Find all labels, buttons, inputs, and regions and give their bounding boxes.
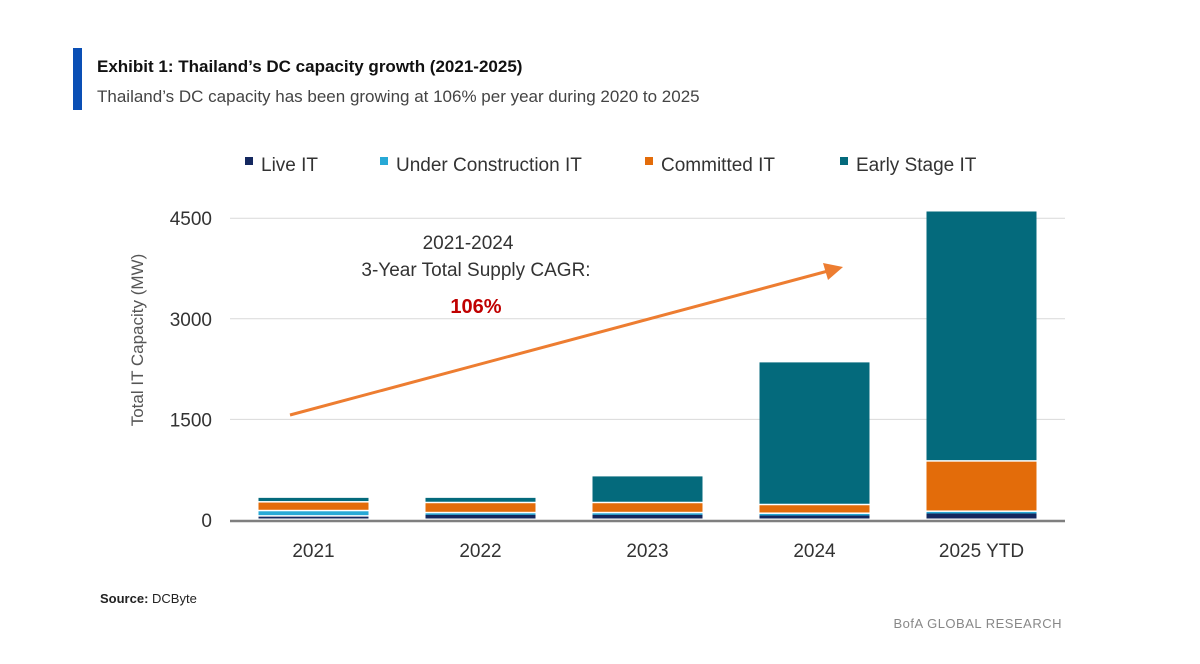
bar-segment — [926, 211, 1037, 461]
legend-swatch — [380, 157, 388, 165]
bar-segment — [425, 513, 536, 515]
annotation-line1: 2021-2024 — [423, 233, 514, 254]
bar-segment — [592, 476, 703, 502]
cagr-arrow-head — [823, 263, 843, 280]
legend-label: Early Stage IT — [856, 155, 977, 176]
x-tick-label: 2024 — [793, 541, 836, 562]
bar-segment — [258, 497, 369, 502]
legend-swatch — [645, 157, 653, 165]
bar-segment — [926, 513, 1037, 519]
y-tick-label: 4500 — [170, 209, 212, 230]
legend-label: Committed IT — [661, 155, 775, 176]
bar-segment — [592, 513, 703, 515]
annotation-line2: 3-Year Total Supply CAGR: — [361, 260, 590, 281]
y-tick-label: 1500 — [170, 410, 212, 431]
y-axis-label: Total IT Capacity (MW) — [128, 254, 147, 427]
cagr-arrow-line — [289, 269, 829, 417]
bar-segment — [258, 516, 369, 519]
bar-segment — [759, 513, 870, 516]
annotation-value: 106% — [450, 296, 501, 318]
source-value: DCByte — [152, 591, 197, 606]
source-note: Source: DCByte — [100, 591, 197, 606]
x-tick-label: 2023 — [626, 541, 668, 562]
bar-segment — [759, 362, 870, 504]
legend-label: Under Construction IT — [396, 155, 582, 176]
bar-segment — [425, 497, 536, 502]
bar-segment — [592, 514, 703, 519]
bar-segment — [425, 503, 536, 512]
chart-title: Exhibit 1: Thailand’s DC capacity growth… — [97, 57, 523, 76]
bar-segment — [926, 511, 1037, 514]
bar-segment — [926, 461, 1037, 511]
legend-label: Live IT — [261, 155, 318, 176]
x-tick-label: 2025 YTD — [939, 541, 1024, 562]
bar-segment — [425, 514, 536, 519]
legend-swatch — [245, 157, 253, 165]
y-tick-label: 3000 — [170, 310, 212, 331]
bar-segment — [258, 511, 369, 516]
bar-segment — [258, 502, 369, 510]
chart-subtitle: Thailand’s DC capacity has been growing … — [97, 87, 700, 106]
x-tick-label: 2021 — [292, 541, 334, 562]
title-accent-bar — [73, 48, 82, 110]
bar-segment — [759, 515, 870, 519]
y-tick-label: 0 — [201, 511, 212, 532]
x-tick-label: 2022 — [459, 541, 501, 562]
source-label: Source: — [100, 591, 149, 606]
legend-swatch — [840, 157, 848, 165]
brand-label: BofA GLOBAL RESEARCH — [893, 616, 1062, 631]
bar-segment — [592, 503, 703, 512]
bar-segment — [759, 505, 870, 513]
